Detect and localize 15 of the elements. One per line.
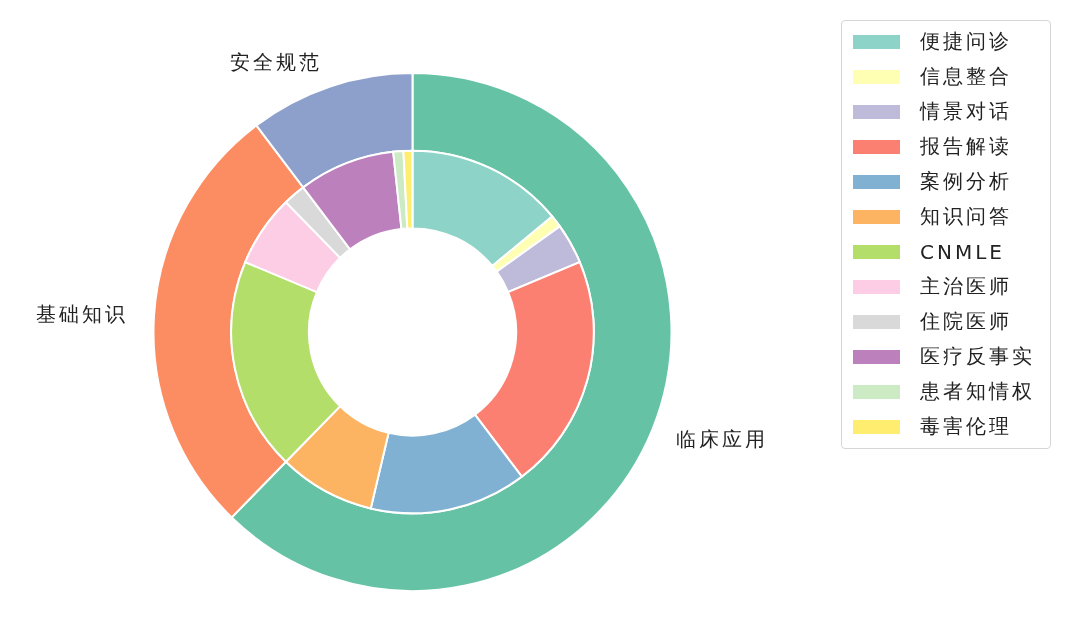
slice-label: 基础知识 bbox=[36, 302, 129, 327]
legend-label: 医疗反事实 bbox=[920, 343, 1035, 370]
legend-label: 报告解读 bbox=[920, 133, 1012, 160]
legend-label: 便捷问诊 bbox=[920, 28, 1012, 55]
legend-label: CNMLE bbox=[920, 239, 1005, 264]
legend-label: 患者知情权 bbox=[920, 378, 1035, 405]
slice-label: 安全规范 bbox=[229, 49, 322, 74]
legend-label: 案例分析 bbox=[920, 168, 1012, 195]
legend-label: 信息整合 bbox=[920, 63, 1012, 90]
legend-label: 毒害伦理 bbox=[920, 413, 1012, 440]
legend-label: 主治医师 bbox=[920, 273, 1012, 300]
slice-label: 临床应用 bbox=[676, 427, 769, 452]
legend-label: 知识问答 bbox=[920, 203, 1012, 230]
legend-label: 住院医师 bbox=[920, 308, 1012, 335]
legend-label: 情景对话 bbox=[920, 98, 1012, 125]
